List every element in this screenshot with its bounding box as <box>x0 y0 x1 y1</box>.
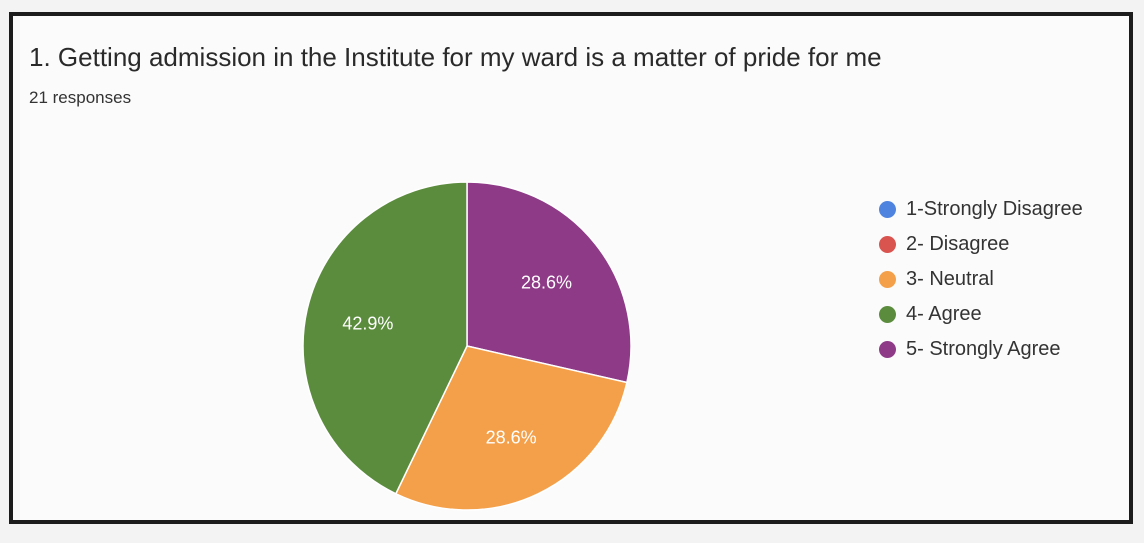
legend-label: 4- Agree <box>906 303 982 325</box>
legend-swatch-icon <box>879 306 896 323</box>
legend-label: 1-Strongly Disagree <box>906 198 1083 220</box>
slice-label-3: 28.6% <box>486 428 537 448</box>
legend-item-2[interactable]: 2- Disagree <box>879 227 1083 262</box>
legend-label: 3- Neutral <box>906 268 994 290</box>
slice-label-4: 42.9% <box>342 313 393 333</box>
legend-item-1[interactable]: 1-Strongly Disagree <box>879 192 1083 227</box>
chart-card: 1. Getting admission in the Institute fo… <box>9 12 1133 524</box>
legend-swatch-icon <box>879 341 896 358</box>
legend-item-5[interactable]: 5- Strongly Agree <box>879 332 1083 367</box>
chart-title: 1. Getting admission in the Institute fo… <box>29 42 882 72</box>
response-count: 21 responses <box>29 88 132 107</box>
slice-label-5: 28.6% <box>521 273 572 293</box>
legend: 1-Strongly Disagree 2- Disagree 3- Neutral… <box>879 192 1083 367</box>
pie-chart: 28.6% 28.6% 42.9% <box>302 181 632 511</box>
pie-slice-3[interactable] <box>394 345 628 511</box>
legend-swatch-icon <box>879 271 896 288</box>
legend-item-4[interactable]: 4- Agree <box>879 297 1083 332</box>
legend-swatch-icon <box>879 236 896 253</box>
legend-label: 5- Strongly Agree <box>906 338 1061 360</box>
legend-label: 2- Disagree <box>906 233 1010 255</box>
legend-swatch-icon <box>879 201 896 218</box>
pie-slice-5[interactable] <box>466 181 632 384</box>
pie-slice-4[interactable] <box>302 181 468 495</box>
legend-item-3[interactable]: 3- Neutral <box>879 262 1083 297</box>
